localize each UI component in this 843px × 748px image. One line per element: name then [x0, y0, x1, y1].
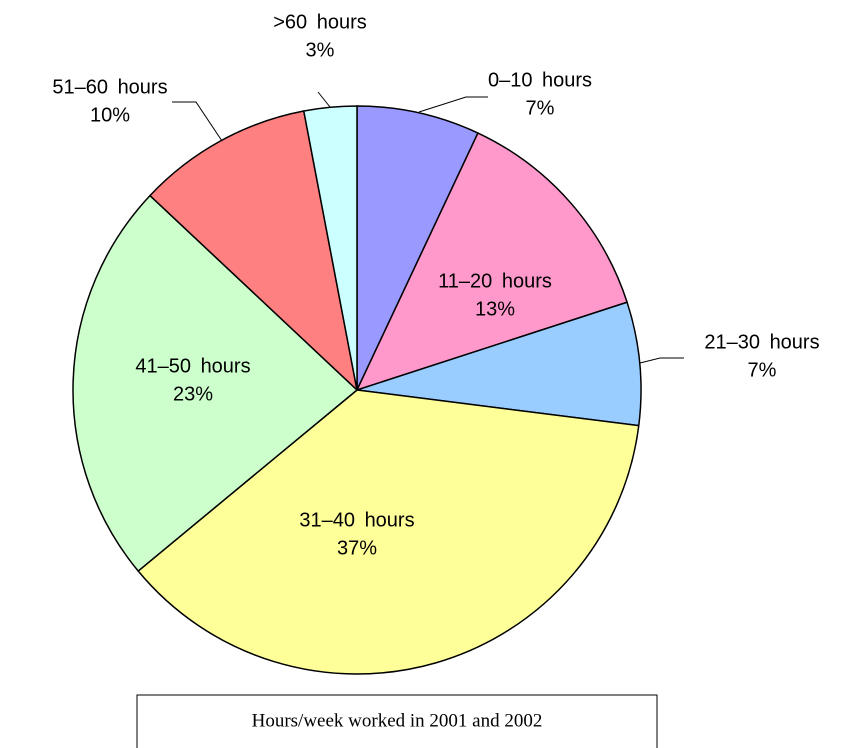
chart-caption: Hours/week worked in 2001 and 2002: [252, 710, 543, 731]
pie-slice: [356, 132, 628, 391]
leader-line: [418, 96, 488, 113]
pie-slice: [137, 389, 640, 675]
pie-slice: [72, 194, 358, 572]
slice-label: 0–10 hours: [488, 69, 592, 91]
leader-line: [317, 91, 331, 108]
slice-label: 21–30 hours: [704, 331, 819, 353]
leader-line: [639, 357, 684, 364]
slice-label: >60 hours: [273, 11, 367, 33]
pie-slice: [303, 105, 358, 391]
slice-value-label: 10%: [90, 104, 130, 126]
slice-label: 51–60 hours: [52, 76, 167, 98]
slice-label: 41–50 hours: [135, 355, 250, 377]
slice-value-label: 7%: [526, 97, 555, 119]
caption-box: [136, 694, 658, 748]
slice-value-label: 3%: [306, 39, 335, 61]
pie-slice: [356, 105, 479, 391]
slice-value-label: 7%: [748, 359, 777, 381]
slice-value-label: 37%: [337, 537, 377, 559]
slice-value-label: 13%: [475, 298, 515, 320]
slice-label: 31–40 hours: [299, 509, 414, 531]
leader-line: [172, 101, 223, 142]
slice-value-label: 23%: [173, 383, 213, 405]
slice-label: 11–20 hours: [438, 270, 552, 292]
pie-slice: [356, 301, 642, 427]
pie-slice: [149, 110, 358, 391]
